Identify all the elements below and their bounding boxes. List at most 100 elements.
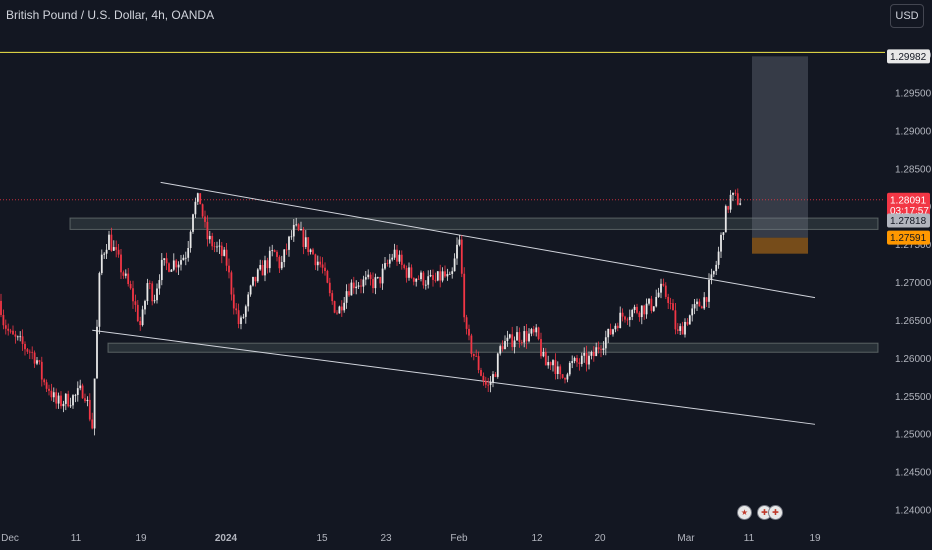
candle (499, 346, 502, 354)
candle (28, 351, 31, 353)
candle (355, 286, 358, 289)
candle (506, 337, 509, 342)
candle (374, 277, 377, 289)
candle (55, 392, 58, 404)
candle (115, 247, 118, 250)
candle (679, 326, 682, 331)
position-stop-box[interactable] (752, 237, 808, 254)
candle (132, 288, 134, 302)
candle (228, 265, 230, 273)
candle (676, 329, 679, 331)
candle (578, 362, 581, 364)
candle (482, 375, 485, 381)
candle (405, 267, 408, 278)
currency-button[interactable]: USD (890, 4, 924, 28)
candle (660, 283, 662, 293)
candle (446, 274, 449, 277)
us-flag-icon[interactable]: ★ (737, 505, 752, 520)
candle (292, 225, 295, 237)
candle (434, 279, 437, 281)
candle (703, 297, 706, 309)
candle (388, 259, 391, 264)
candle (50, 390, 53, 398)
candle (223, 249, 226, 256)
candle (180, 260, 182, 265)
candle (21, 336, 24, 344)
resistance-zone[interactable] (69, 217, 879, 230)
candle (288, 236, 290, 250)
candle (612, 329, 614, 335)
candle (129, 284, 132, 289)
candle (403, 264, 406, 268)
candle (391, 257, 394, 260)
candle (362, 279, 365, 287)
candle (372, 278, 374, 289)
candle (110, 234, 113, 251)
candle (583, 352, 586, 356)
uk-flag-icon[interactable]: ✚ (768, 505, 783, 520)
candle (561, 374, 564, 378)
candle (158, 280, 161, 289)
price-tag (887, 230, 930, 245)
candle (146, 283, 149, 302)
candle (43, 379, 46, 383)
candle (264, 260, 266, 276)
candle (12, 330, 14, 335)
candle (266, 260, 269, 269)
candle (624, 316, 626, 320)
candle (564, 377, 566, 380)
candle (626, 319, 629, 321)
price-tag (887, 49, 930, 64)
candle (571, 361, 574, 363)
candle (501, 346, 504, 350)
candle (468, 328, 470, 336)
lower-trendline[interactable] (92, 329, 816, 425)
candle (216, 246, 218, 248)
candle (732, 192, 734, 195)
candle (225, 249, 228, 266)
candle (664, 285, 667, 297)
candle (16, 336, 19, 338)
candle (508, 334, 511, 338)
candle (400, 254, 403, 265)
candle (124, 273, 127, 276)
candle (552, 360, 554, 366)
candle (451, 271, 454, 274)
candle (79, 385, 82, 389)
candle (638, 312, 641, 318)
candle (720, 234, 722, 252)
candle (628, 316, 631, 320)
candle (244, 306, 247, 317)
candle (465, 317, 468, 329)
candle (698, 301, 701, 307)
x-tick-label: Feb (450, 533, 468, 544)
candle (393, 249, 396, 258)
candle (528, 333, 530, 342)
candle (62, 403, 65, 407)
candle (160, 259, 163, 281)
candle (739, 203, 742, 205)
candle (357, 285, 360, 287)
candle (122, 272, 125, 276)
upper-trendline[interactable] (160, 181, 816, 299)
position-target-box[interactable] (752, 56, 808, 238)
candle (40, 361, 43, 380)
candle (96, 326, 98, 379)
candle (271, 250, 274, 251)
candle (475, 355, 478, 357)
price-axis[interactable] (885, 0, 932, 550)
candle (24, 343, 26, 350)
candle (410, 267, 413, 278)
candle (484, 380, 487, 385)
y-tick-label: 1.24500 (895, 468, 932, 479)
price-tag (887, 192, 930, 207)
candle (67, 393, 70, 407)
candle (170, 269, 173, 272)
support-zone[interactable] (107, 342, 879, 353)
candle (252, 276, 254, 286)
candle (412, 277, 415, 282)
time-axis[interactable] (0, 525, 932, 550)
candle (504, 341, 506, 350)
